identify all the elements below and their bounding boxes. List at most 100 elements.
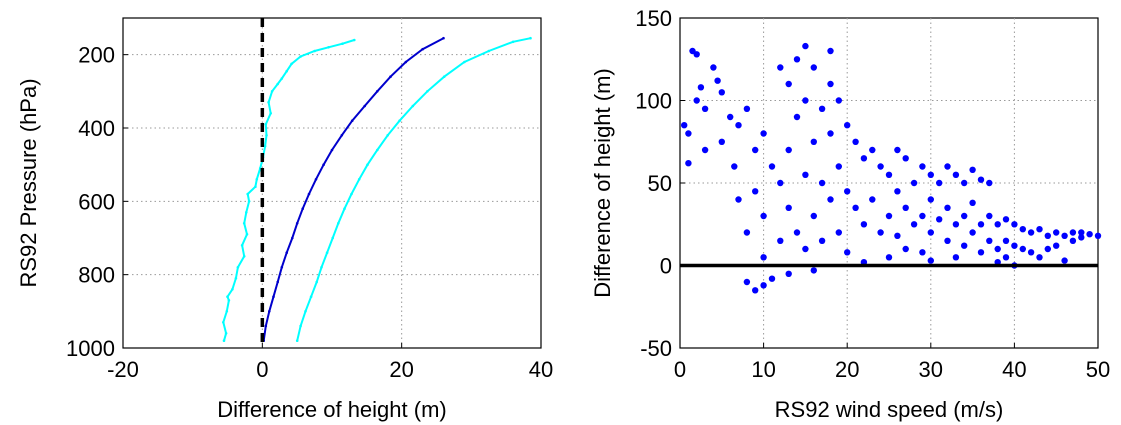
scatter-point <box>1027 229 1035 236</box>
scatter-point <box>810 212 817 220</box>
scatter-point <box>685 160 692 167</box>
scatter-point <box>1053 229 1060 236</box>
scatter-point <box>919 249 926 256</box>
scatter-point <box>714 77 721 84</box>
scatter-point <box>760 282 767 289</box>
scatter-point <box>835 229 842 236</box>
scatter-point <box>793 56 801 63</box>
scatter-point <box>844 122 851 129</box>
left-series-0-point <box>290 62 293 66</box>
scatter-point <box>1078 229 1085 236</box>
left-y-tick-label: 1000 <box>66 336 115 361</box>
scatter-point <box>1086 231 1093 238</box>
scatter-point <box>1044 245 1052 253</box>
left-series-0-point <box>285 69 289 73</box>
left-series-1-point <box>340 134 344 137</box>
left-series-0-point <box>276 82 280 86</box>
left-y-tick-label: 400 <box>78 116 115 141</box>
scatter-point <box>969 166 976 173</box>
left-series-2-point <box>463 60 466 64</box>
left-series-0-point <box>327 46 330 49</box>
scatter-point <box>827 196 834 203</box>
scatter-point <box>760 212 767 220</box>
left-series-2-point <box>331 236 335 240</box>
scatter-point <box>701 146 709 154</box>
left-series-0-point <box>353 38 356 42</box>
scatter-point <box>1019 226 1026 233</box>
scatter-point <box>1061 257 1068 264</box>
scatter-point <box>1078 234 1085 241</box>
scatter-point <box>869 146 876 154</box>
scatter-point <box>760 254 767 261</box>
left-series-2-point <box>299 324 302 328</box>
left-series-1-point <box>376 90 379 93</box>
scatter-point <box>1044 232 1052 239</box>
scatter-point <box>869 196 876 203</box>
scatter-point <box>818 179 826 187</box>
left-series-0-point <box>254 185 257 188</box>
scatter-point <box>877 229 884 236</box>
left-series-0-point <box>226 295 229 299</box>
left-series-0-point <box>242 222 246 225</box>
scatter-point <box>877 163 884 170</box>
scatter-point <box>827 80 834 88</box>
left-x-tick-label: 20 <box>389 357 413 382</box>
scatter-point <box>818 237 826 244</box>
left-series-2-point <box>350 192 353 196</box>
scatter-point <box>768 163 776 170</box>
scatter-point <box>785 146 792 154</box>
right-y-axis-label: Difference of height (m) <box>590 68 615 297</box>
scatter-point <box>927 229 934 236</box>
scatter-point <box>885 254 893 261</box>
left-series-0-point <box>255 178 259 181</box>
left-x-axis-label: Difference of height (m) <box>217 397 446 422</box>
left-series-0-point <box>246 192 249 196</box>
left-y-tick-label: 800 <box>78 263 115 288</box>
scatter-point <box>1069 237 1077 244</box>
scatter-point <box>894 188 901 195</box>
left-series-1-point <box>389 75 392 78</box>
scatter-point <box>977 221 985 228</box>
left-series-2-point <box>304 310 307 313</box>
scatter-point <box>768 275 776 282</box>
scatter-point <box>1002 216 1010 223</box>
scatter-point <box>1019 245 1026 253</box>
scatter-point <box>961 242 968 249</box>
left-series-2-point <box>376 148 379 152</box>
right-x-tick-label: 30 <box>919 357 943 382</box>
left-series-2-point <box>511 40 515 44</box>
left-series-0-point <box>225 310 229 313</box>
left-series-0-point <box>264 123 268 126</box>
left-series-2-point <box>315 280 319 284</box>
scatter-point <box>894 232 901 239</box>
scatter-point <box>944 204 951 211</box>
left-series-1-point <box>307 192 311 196</box>
left-series-0-point <box>263 145 267 148</box>
scatter-point <box>810 138 817 145</box>
right-y-tick-label: 100 <box>635 89 672 114</box>
scatter-point <box>919 163 926 170</box>
left-series-0-point <box>222 321 225 324</box>
left-series-0-point <box>245 233 249 236</box>
scatter-point <box>977 249 985 256</box>
scatter-point <box>835 97 842 104</box>
scatter-point <box>818 105 826 113</box>
scatter-point <box>927 171 934 178</box>
scatter-point <box>1094 232 1102 239</box>
left-series-1-point <box>291 236 294 240</box>
scatter-point <box>693 97 700 104</box>
scatter-point <box>994 245 1001 253</box>
left-series-0-point <box>341 42 344 45</box>
left-x-tick-label: 40 <box>529 357 553 382</box>
left-series-line-1 <box>262 37 444 341</box>
left-series-1-point <box>285 251 289 254</box>
scatter-point <box>802 171 809 178</box>
scatter-point <box>835 163 842 170</box>
scatter-point <box>885 171 893 178</box>
left-series-2-point <box>529 36 532 40</box>
left-series-1-point <box>268 310 271 313</box>
left-series-0-point <box>313 49 316 53</box>
scatter-point <box>1036 254 1043 261</box>
